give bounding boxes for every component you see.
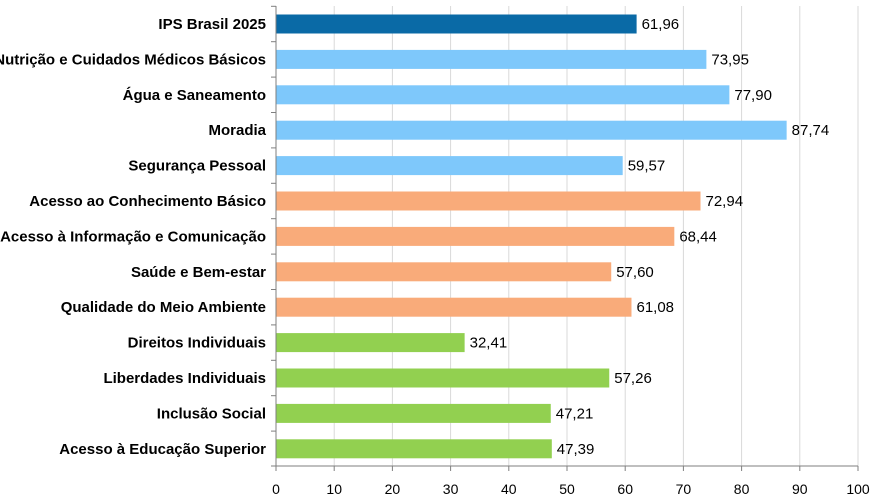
category-label: Direitos Individuais (128, 335, 266, 352)
category-label: Inclusão Social (157, 405, 266, 422)
data-label: 61,08 (636, 299, 674, 316)
bars (276, 14, 787, 459)
bar (276, 333, 465, 353)
category-label: Liberdades Individuais (103, 370, 266, 387)
category-label: IPS Brasil 2025 (158, 16, 266, 33)
bar (276, 49, 707, 69)
data-label: 57,60 (616, 264, 654, 281)
x-tick-label: 50 (559, 481, 575, 497)
category-label: Acesso à Educação Superior (59, 441, 266, 458)
x-tick-label: 100 (846, 481, 870, 497)
data-label: 47,21 (556, 405, 594, 422)
category-labels: IPS Brasil 2025 Nutrição e Cuidados Médic… (0, 16, 267, 458)
category-label: Moradia (208, 122, 266, 139)
x-tick-label: 30 (443, 481, 459, 497)
bar (276, 297, 632, 317)
data-label: 73,95 (711, 51, 749, 68)
value-labels: 61,96 73,95 77,90 87,74 59,57 72,94 68,44 57,60… (470, 16, 830, 458)
data-label: 77,90 (734, 87, 772, 104)
data-label: 32,41 (470, 335, 508, 352)
bar (276, 191, 701, 211)
x-tick-label: 60 (617, 481, 633, 497)
category-label: Nutrição e Cuidados Médicos Básicos (0, 51, 266, 68)
bar (276, 403, 551, 423)
x-tick-label: 70 (676, 481, 692, 497)
category-label: Segurança Pessoal (128, 158, 266, 175)
data-label: 61,96 (642, 16, 680, 33)
x-tick-label: 10 (326, 481, 342, 497)
x-axis: 0 10 20 30 40 50 60 70 80 90 100 (271, 5, 870, 497)
category-label: Acesso à Informação e Comunicação (0, 228, 266, 245)
bar (276, 14, 637, 34)
bar (276, 120, 787, 140)
bar (276, 439, 552, 459)
category-label: Água e Saneamento (123, 87, 266, 104)
data-label: 87,74 (792, 122, 830, 139)
data-label: 59,57 (628, 158, 666, 175)
category-label: Saúde e Bem-estar (131, 264, 266, 281)
bar (276, 226, 675, 246)
x-tick-label: 80 (734, 481, 750, 497)
category-label: Acesso ao Conhecimento Básico (29, 193, 266, 210)
x-tick-label: 20 (385, 481, 401, 497)
data-label: 68,44 (679, 228, 717, 245)
x-tick-label: 40 (501, 481, 517, 497)
bar (276, 85, 730, 105)
bar (276, 262, 612, 282)
category-label: Qualidade do Meio Ambiente (61, 299, 266, 316)
bar (276, 156, 623, 176)
x-tick-label: 0 (272, 481, 280, 497)
x-tick-label: 90 (792, 481, 808, 497)
data-label: 72,94 (706, 193, 744, 210)
data-label: 47,39 (557, 441, 595, 458)
bar (276, 368, 610, 388)
data-label: 57,26 (614, 370, 652, 387)
